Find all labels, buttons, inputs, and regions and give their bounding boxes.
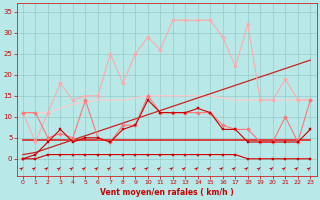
X-axis label: Vent moyen/en rafales ( km/h ): Vent moyen/en rafales ( km/h )	[100, 188, 234, 197]
